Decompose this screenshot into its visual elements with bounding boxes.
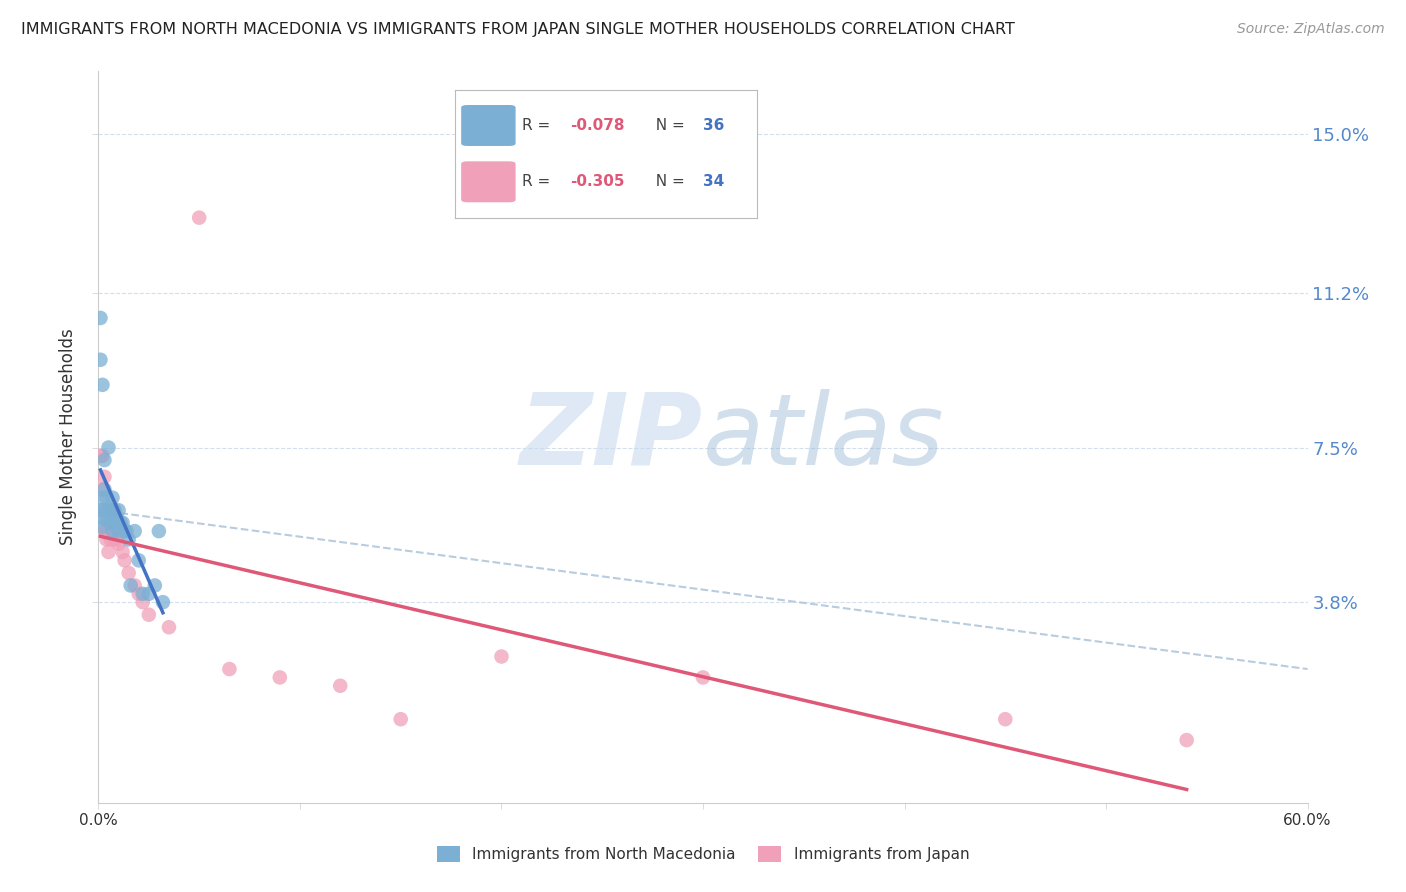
- Point: [93, 524, 115, 538]
- Point: [89, 352, 111, 367]
- Legend: Immigrants from North Macedonia, Immigrants from Japan: Immigrants from North Macedonia, Immigra…: [430, 840, 976, 868]
- Text: IMMIGRANTS FROM NORTH MACEDONIA VS IMMIGRANTS FROM JAPAN SINGLE MOTHER HOUSEHOLD: IMMIGRANTS FROM NORTH MACEDONIA VS IMMIG…: [21, 22, 1015, 37]
- Point: [93, 453, 115, 467]
- Point: [101, 491, 124, 505]
- Point: [91, 503, 114, 517]
- Point: [110, 516, 132, 530]
- Point: [128, 587, 150, 601]
- Point: [114, 553, 136, 567]
- Point: [103, 503, 125, 517]
- Point: [107, 524, 129, 538]
- Point: [491, 649, 513, 664]
- Point: [97, 545, 120, 559]
- Point: [692, 670, 714, 684]
- Point: [89, 449, 111, 463]
- Point: [111, 545, 134, 559]
- Text: atlas: atlas: [703, 389, 945, 485]
- Point: [107, 503, 129, 517]
- Point: [329, 679, 352, 693]
- Text: Source: ZipAtlas.com: Source: ZipAtlas.com: [1237, 22, 1385, 37]
- Point: [89, 483, 111, 497]
- Point: [96, 524, 118, 538]
- Point: [96, 511, 118, 525]
- Point: [96, 533, 118, 547]
- Point: [105, 533, 128, 547]
- Point: [91, 511, 114, 525]
- Point: [120, 578, 142, 592]
- Point: [97, 503, 120, 517]
- Point: [118, 566, 141, 580]
- Y-axis label: Single Mother Households: Single Mother Households: [59, 329, 77, 545]
- Text: ZIP: ZIP: [520, 389, 703, 485]
- Point: [96, 491, 118, 505]
- Point: [389, 712, 412, 726]
- Point: [91, 449, 114, 463]
- Point: [89, 310, 111, 325]
- Point: [101, 524, 124, 538]
- Point: [138, 587, 160, 601]
- Point: [994, 712, 1017, 726]
- Point: [93, 503, 115, 517]
- Point: [148, 524, 170, 538]
- Point: [105, 511, 128, 525]
- Point: [138, 607, 160, 622]
- Point: [114, 524, 136, 538]
- Point: [101, 503, 124, 517]
- Point: [90, 503, 112, 517]
- Point: [101, 524, 124, 538]
- Point: [188, 211, 211, 225]
- Point: [1175, 733, 1198, 747]
- Point: [118, 533, 141, 547]
- Point: [91, 491, 114, 505]
- Point: [97, 441, 120, 455]
- Point: [132, 595, 155, 609]
- Point: [103, 533, 125, 547]
- Point: [107, 536, 129, 550]
- Point: [103, 503, 125, 517]
- Point: [93, 470, 115, 484]
- Point: [103, 516, 125, 530]
- Point: [93, 483, 115, 497]
- Point: [128, 553, 150, 567]
- Point: [91, 377, 114, 392]
- Point: [269, 670, 291, 684]
- Point: [91, 520, 114, 534]
- Point: [157, 620, 180, 634]
- Point: [124, 524, 146, 538]
- Point: [132, 587, 155, 601]
- Point: [143, 578, 166, 592]
- Point: [97, 524, 120, 538]
- Point: [100, 533, 122, 547]
- Point: [111, 516, 134, 530]
- Point: [218, 662, 240, 676]
- Point: [100, 516, 122, 530]
- Point: [115, 524, 138, 538]
- Point: [152, 595, 174, 609]
- Point: [124, 578, 146, 592]
- Point: [100, 503, 122, 517]
